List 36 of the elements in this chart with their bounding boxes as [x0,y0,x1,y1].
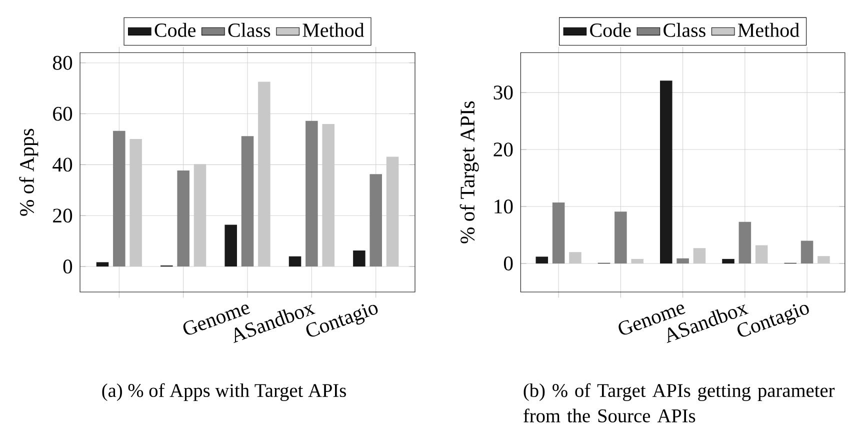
bar [288,256,302,267]
legend-label: Method [738,22,800,37]
text: (b) % of Target APIs getting parameter from the Source APIs [524,383,835,422]
legend-label: Method [302,22,364,37]
bar [614,212,627,264]
bar [738,222,752,264]
y-tick-label: 80 [52,56,72,70]
y-axis-title: % of Target APIs [460,101,479,244]
bar [660,80,672,264]
y-tick-label: 0 [504,256,513,270]
y-tick-label: 20 [53,208,72,223]
legend-label: Code [590,22,631,37]
bar [552,202,565,264]
y-tick-label: 10 [494,200,513,214]
bar [224,224,237,267]
bar [676,258,689,264]
bar [353,250,366,267]
y-axis-title: % of Apps [19,128,38,216]
legend-label: Class [664,22,706,37]
bar [177,170,190,267]
bar [241,136,254,267]
bar [370,174,382,267]
bar [722,258,734,264]
y-tick-label: 0 [63,260,72,274]
legend-label: Class [228,22,270,37]
bar [113,130,126,267]
bar [536,256,548,264]
y-tick-label: 60 [53,106,72,121]
text: (a) % of Apps with Target APIs [102,383,346,402]
y-tick-label: 20 [494,142,513,157]
bar [800,240,814,264]
bar [96,262,109,267]
bar [306,120,318,267]
y-tick-label: 30 [494,86,513,100]
legend-label: Code [154,22,196,37]
y-tick-label: 40 [52,158,72,172]
